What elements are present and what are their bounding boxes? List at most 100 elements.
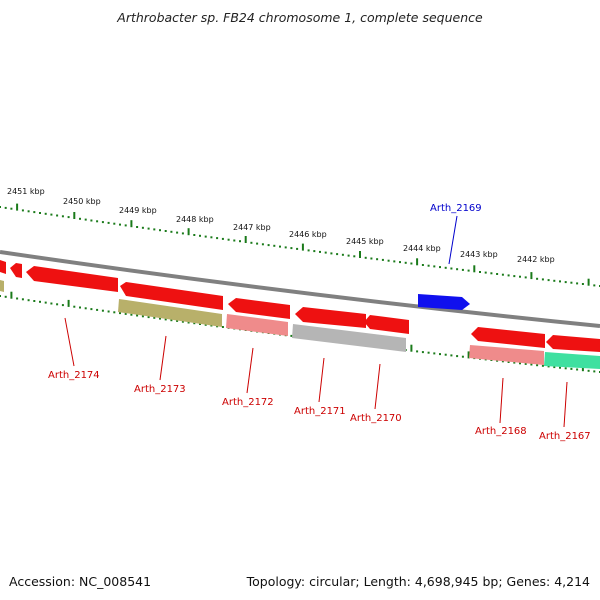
scale-minor-tick [10,207,13,210]
scale-minor-tick [296,247,299,250]
scale-minor-tick [313,250,316,253]
scale-minor-tick [170,319,173,322]
scale-minor-tick [421,264,424,266]
gene-features [0,260,600,369]
scale-major-tick [416,258,419,266]
gene-label: Arth_2171 [294,406,346,417]
scale-minor-tick [290,247,293,250]
scale-minor-tick [56,303,59,306]
gene-label: Arth_2167 [539,431,591,442]
scale-minor-tick [181,232,184,235]
scale-minor-tick [153,228,156,231]
scale-minor-tick [56,214,59,217]
scale-minor-tick [193,234,196,236]
scale-minor-tick [370,257,373,260]
scale-major-tick [244,236,247,243]
map-title: Arthrobacter sp. FB24 chromosome 1, comp… [117,10,483,25]
scale-minor-tick [136,226,139,228]
scale-minor-tick [210,236,213,239]
scale-minor-tick [84,307,87,310]
scale-minor-tick [256,242,259,245]
kbp-label: 2443 kbp [460,250,498,259]
scale-minor-tick [399,261,401,264]
gene-arrow [226,314,288,336]
scale-minor-tick [427,264,430,267]
scale-minor-tick [159,229,161,232]
outer-scale-ticks [0,203,600,287]
scale-minor-tick [593,284,596,287]
scale-minor-tick [73,305,76,308]
scale-minor-tick [421,351,424,354]
scale-major-tick [587,278,590,286]
kbp-label: 2446 kbp [289,230,327,239]
scale-minor-tick [393,260,396,263]
scale-major-tick [359,251,361,258]
gene-label: Arth_2169 [430,203,482,214]
scale-minor-tick [141,315,144,318]
scale-minor-tick [347,254,350,257]
scale-minor-tick [541,278,544,281]
scale-minor-tick [433,265,436,268]
scale-minor-tick [439,353,441,356]
scale-major-tick [10,291,13,299]
scale-minor-tick [547,279,550,282]
scale-minor-tick [199,323,201,325]
scale-minor-tick [570,281,573,284]
scale-minor-tick [170,230,173,233]
scale-minor-tick [541,364,544,367]
kbp-label: 2448 kbp [176,215,214,224]
scale-major-tick [530,272,533,280]
scale-minor-tick [136,314,139,317]
scale-minor-tick [564,367,567,370]
leader-line [499,377,504,424]
scale-minor-tick [479,271,481,273]
scale-minor-tick [461,355,464,358]
scale-minor-tick [570,367,573,370]
scale-minor-tick [90,308,93,311]
kbp-label: 2442 kbp [517,255,555,264]
scale-minor-tick [559,280,561,283]
scale-minor-tick [519,362,521,365]
scale-minor-tick [130,313,133,316]
scale-minor-tick [456,268,459,271]
scale-minor-tick [227,238,230,241]
scale-minor-tick [553,366,556,369]
scale-minor-tick [119,312,121,315]
scale-minor-tick [376,258,379,261]
scale-minor-tick [216,237,219,240]
scale-minor-tick [79,306,81,309]
scale-major-tick [16,203,19,211]
scale-major-tick [467,351,470,359]
kbp-label: 2445 kbp [346,237,384,246]
scale-minor-tick [427,351,430,354]
gene-arrow [295,307,366,328]
scale-minor-tick [450,267,453,270]
scale-minor-tick [439,266,441,269]
scale-minor-tick [456,355,459,358]
scale-minor-tick [176,319,179,322]
scale-minor-tick [381,258,384,261]
scale-minor-tick [210,324,213,327]
leader-line [374,363,381,410]
scale-major-tick [187,228,190,236]
scale-minor-tick [410,262,413,265]
scale-minor-tick [576,368,579,371]
scale-minor-tick [50,302,53,305]
scale-minor-tick [576,282,579,285]
gene-label: Arth_2168 [475,426,527,437]
accession-text: Accession: NC_008541 [9,574,152,589]
gene-arrow [228,298,290,319]
leader-line [246,347,254,394]
scale-minor-tick [113,311,116,314]
scale-minor-tick [113,222,116,225]
scale-minor-tick [216,325,219,328]
scale-minor-tick [204,323,207,326]
chromosome-backbone [0,250,600,328]
scale-minor-tick [513,361,516,364]
scale-minor-tick [221,237,224,240]
scale-minor-tick [290,334,293,337]
scale-minor-tick [101,309,104,312]
scale-minor-tick [119,223,121,226]
gene-arrow [0,260,6,274]
scale-minor-tick [581,283,584,285]
